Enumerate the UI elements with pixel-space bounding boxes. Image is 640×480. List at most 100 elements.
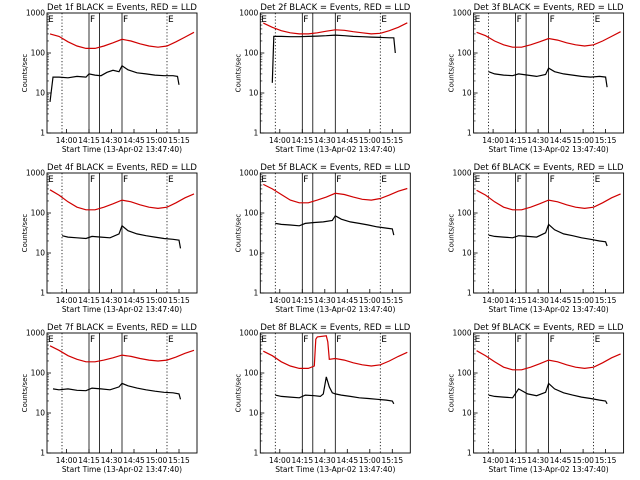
flag-label: F — [550, 175, 555, 185]
flag-label: E — [261, 15, 267, 25]
flag-label: E — [48, 15, 54, 25]
flag-label: E — [475, 175, 481, 185]
x-axis-label: Start Time (13-Apr-02 13:47:40) — [488, 305, 608, 314]
x-axis-label: Start Time (13-Apr-02 13:47:40) — [275, 145, 395, 154]
chart-title: Det 1f BLACK = Events, RED = LLD — [47, 3, 197, 13]
y-tick-label: 1000 — [26, 169, 45, 178]
y-tick-label: 1 — [40, 449, 45, 458]
flag-label: F — [517, 175, 522, 185]
chart-panel: Det 7f BLACK = Events, RED = LLD E F F E 1 10 1… — [21, 323, 198, 474]
x-tick-label: 15:00 — [146, 136, 168, 145]
chart-panel: Det 9f BLACK = Events, RED = LLD E F F E 1 10 1… — [448, 323, 625, 474]
y-tick-label: 100 — [244, 49, 259, 58]
series-lld-line — [476, 189, 621, 211]
y-tick-label: 1 — [40, 129, 45, 138]
series-events-line — [275, 376, 395, 405]
flag-label: E — [595, 175, 601, 185]
y-axis-label: Counts/sec — [234, 374, 242, 413]
series-lld-line — [49, 345, 195, 363]
x-tick-label: 14:15 — [291, 456, 313, 465]
x-tick-label: 14:45 — [336, 456, 358, 465]
x-tick-label: 15:15 — [168, 136, 190, 145]
x-tick-label: 14:00 — [482, 296, 504, 305]
series-lld-line — [263, 335, 408, 369]
y-tick-label: 100 — [457, 49, 472, 58]
y-axis-label: Counts/sec — [21, 374, 29, 413]
series-events-line — [49, 64, 180, 102]
y-tick-label: 10 — [249, 249, 259, 258]
flag-label: E — [475, 15, 481, 25]
x-tick-label: 15:15 — [595, 296, 617, 305]
y-tick-label: 1000 — [453, 329, 472, 338]
x-tick-label: 15:15 — [381, 136, 403, 145]
chart-panel: Det 2f BLACK = Events, RED = LLD E F F E 1 10 1… — [234, 3, 411, 154]
flag-label: F — [90, 335, 95, 345]
x-tick-label: 14:00 — [56, 456, 78, 465]
y-tick-label: 1000 — [453, 169, 472, 178]
x-tick-label: 14:45 — [336, 296, 358, 305]
y-tick-label: 100 — [244, 369, 259, 378]
x-axis-label: Start Time (13-Apr-02 13:47:40) — [488, 465, 608, 474]
x-tick-label: 14:30 — [527, 456, 549, 465]
y-tick-label: 10 — [249, 409, 259, 418]
x-tick-label: 15:00 — [359, 456, 381, 465]
flag-label: E — [475, 335, 481, 345]
x-tick-label: 14:30 — [314, 456, 336, 465]
x-tick-label: 15:15 — [381, 296, 403, 305]
x-tick-label: 14:00 — [56, 136, 78, 145]
x-tick-label: 15:00 — [572, 296, 594, 305]
y-tick-label: 100 — [457, 369, 472, 378]
y-tick-label: 100 — [457, 209, 472, 218]
flag-label: E — [168, 15, 174, 25]
x-axis-label: Start Time (13-Apr-02 13:47:40) — [275, 305, 395, 314]
x-tick-label: 14:15 — [291, 136, 313, 145]
y-tick-label: 1000 — [453, 9, 472, 18]
x-tick-label: 14:30 — [101, 136, 123, 145]
y-tick-label: 1000 — [239, 329, 258, 338]
flag-label: F — [123, 15, 128, 25]
x-tick-label: 14:30 — [314, 136, 336, 145]
chart-title: Det 5f BLACK = Events, RED = LLD — [260, 163, 410, 173]
chart-panel: Det 1f BLACK = Events, RED = LLD E F F E 1 10 1… — [21, 3, 198, 154]
series-events-line — [488, 382, 608, 405]
x-tick-label: 14:00 — [269, 456, 291, 465]
y-tick-label: 1000 — [26, 329, 45, 338]
flag-label: E — [381, 175, 387, 185]
flag-label: F — [336, 335, 341, 345]
x-tick-label: 15:00 — [146, 296, 168, 305]
x-tick-label: 14:45 — [123, 136, 145, 145]
x-tick-label: 14:15 — [505, 456, 527, 465]
x-tick-label: 14:15 — [291, 296, 313, 305]
x-tick-label: 14:45 — [550, 296, 572, 305]
flag-label: E — [48, 175, 54, 185]
x-axis-label: Start Time (13-Apr-02 13:47:40) — [62, 465, 182, 474]
flag-label: F — [303, 175, 308, 185]
flag-label: E — [48, 335, 54, 345]
x-tick-label: 15:00 — [359, 296, 381, 305]
flag-label: F — [303, 335, 308, 345]
chart-title: Det 2f BLACK = Events, RED = LLD — [260, 3, 410, 13]
y-tick-label: 100 — [31, 209, 46, 218]
y-axis-label: Counts/sec — [448, 54, 456, 93]
flag-label: E — [595, 15, 601, 25]
y-tick-label: 1 — [254, 449, 259, 458]
x-axis-label: Start Time (13-Apr-02 13:47:40) — [275, 465, 395, 474]
x-tick-label: 14:00 — [269, 296, 291, 305]
series-lld-line — [49, 189, 195, 211]
x-tick-label: 14:45 — [550, 136, 572, 145]
x-tick-label: 14:45 — [123, 296, 145, 305]
series-events-line — [488, 223, 608, 247]
x-tick-label: 14:15 — [78, 456, 100, 465]
y-tick-label: 1 — [254, 289, 259, 298]
y-tick-label: 1 — [467, 449, 472, 458]
x-tick-label: 15:15 — [595, 456, 617, 465]
y-tick-label: 1000 — [239, 9, 258, 18]
flag-label: F — [90, 15, 95, 25]
x-tick-label: 14:45 — [336, 136, 358, 145]
x-tick-label: 14:15 — [505, 296, 527, 305]
y-tick-label: 10 — [35, 409, 45, 418]
chart-title: Det 8f BLACK = Events, RED = LLD — [260, 323, 410, 333]
x-tick-label: 14:15 — [505, 136, 527, 145]
x-tick-label: 14:45 — [550, 456, 572, 465]
